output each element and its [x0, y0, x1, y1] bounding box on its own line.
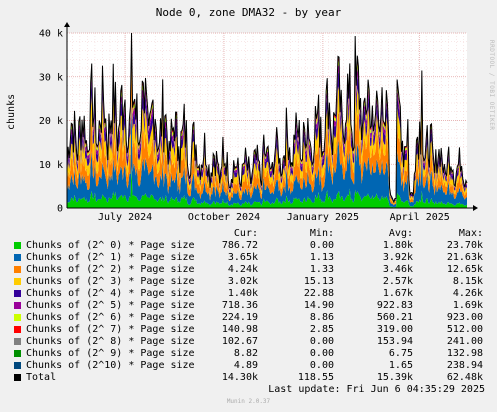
legend-value-avg: 2.57k: [382, 276, 413, 287]
area-series-2: [67, 33, 467, 206]
legend-swatch: [14, 338, 21, 345]
legend-value-avg: 153.94: [376, 336, 413, 347]
legend-value-max: 12.65k: [446, 264, 483, 275]
legend-swatch: [14, 254, 21, 261]
legend-label: Chunks of (2^ 2) * Page size: [26, 264, 195, 275]
legend-value-max: 1.69k: [452, 300, 483, 311]
legend-value-avg: 6.75: [388, 348, 413, 359]
legend-header-cur: Cur:: [233, 228, 258, 239]
legend-swatch: [14, 266, 21, 273]
legend-value-min: 15.13: [303, 276, 334, 287]
x-tick-label: April 2025: [390, 212, 450, 223]
y-tick-label: 40 k: [39, 29, 63, 40]
legend-value-cur: 224.19: [221, 312, 258, 323]
legend-value-avg: 1.67k: [382, 288, 413, 299]
legend-header-max: Max:: [458, 228, 483, 239]
x-tick-label: July 2024: [98, 212, 152, 223]
legend-value-min: 2.85: [309, 324, 334, 335]
legend-label: Total: [26, 372, 57, 383]
legend-value-max: 923.00: [446, 312, 483, 323]
area-series-4: [67, 33, 467, 204]
legend-value-avg: 1.80k: [382, 240, 413, 251]
legend-header-avg: Avg:: [388, 228, 413, 239]
legend-label: Chunks of (2^ 1) * Page size: [26, 252, 195, 263]
legend-value-cur: 786.72: [221, 240, 258, 251]
total-line: [66, 32, 468, 204]
legend-value-min: 1.13: [309, 252, 334, 263]
legend-swatch: [14, 290, 21, 297]
legend-swatch: [14, 326, 21, 333]
legend-value-max: 62.48k: [446, 372, 483, 383]
legend-value-min: 22.88: [303, 288, 334, 299]
legend-value-min: 0.00: [309, 360, 334, 371]
legend-label: Chunks of (2^ 7) * Page size: [26, 324, 195, 335]
legend-value-cur: 4.89: [233, 360, 258, 371]
legend-swatch: [14, 302, 21, 309]
legend-value-min: 8.86: [309, 312, 334, 323]
legend-value-min: 0.00: [309, 336, 334, 347]
legend-value-avg: 319.00: [376, 324, 413, 335]
legend-value-cur: 3.02k: [227, 276, 258, 287]
legend-value-min: 0.00: [309, 348, 334, 359]
legend-value-avg: 922.83: [376, 300, 413, 311]
legend-value-cur: 102.67: [221, 336, 258, 347]
legend-label: Chunks of (2^ 9) * Page size: [26, 348, 195, 359]
legend-value-max: 21.63k: [446, 252, 483, 263]
legend-label: Chunks of (2^ 3) * Page size: [26, 276, 195, 287]
legend-label: Chunks of (2^ 5) * Page size: [26, 300, 195, 311]
legend-value-max: 23.70k: [446, 240, 483, 251]
legend-value-cur: 14.30k: [221, 372, 258, 383]
legend-swatch: [14, 362, 21, 369]
x-tick-label: October 2024: [188, 212, 260, 223]
graph-title: Node 0, zone DMA32 - by year: [155, 6, 342, 19]
legend-label: Chunks of (2^ 0) * Page size: [26, 240, 195, 251]
y-tick-label: 0: [57, 204, 63, 215]
legend-value-avg: 560.21: [376, 312, 413, 323]
legend-label: Chunks of (2^10) * Page size: [26, 360, 195, 371]
area-series-1: [67, 93, 467, 208]
legend-label: Chunks of (2^ 4) * Page size: [26, 288, 195, 299]
generator-credit: Munin 2.0.37: [226, 398, 271, 405]
legend-header-min: Min:: [309, 228, 334, 239]
legend-swatch: [14, 314, 21, 321]
legend-value-cur: 4.24k: [227, 264, 258, 275]
legend-value-max: 512.00: [446, 324, 483, 335]
rrdtool-credit: RRDTOOL / TOBI OETIKER: [488, 40, 495, 131]
legend-value-max: 8.15k: [452, 276, 483, 287]
legend-value-cur: 8.82: [233, 348, 258, 359]
legend-value-max: 241.00: [446, 336, 483, 347]
y-tick-label: 30 k: [39, 72, 63, 83]
area-series-0: [67, 166, 467, 208]
legend-swatch: [14, 242, 21, 249]
legend-value-max: 4.26k: [452, 288, 483, 299]
legend-value-max: 238.94: [446, 360, 483, 371]
legend-value-min: 1.33: [309, 264, 334, 275]
legend-label: Chunks of (2^ 8) * Page size: [26, 336, 195, 347]
legend-value-cur: 3.65k: [227, 252, 258, 263]
x-tick-label: January 2025: [287, 212, 359, 223]
legend-value-min: 0.00: [309, 240, 334, 251]
legend-swatch: [14, 278, 21, 285]
legend-value-cur: 140.98: [221, 324, 258, 335]
legend-value-min: 118.55: [297, 372, 334, 383]
legend-value-avg: 1.65: [388, 360, 413, 371]
y-axis-arrow: [64, 22, 70, 27]
legend-value-avg: 3.92k: [382, 252, 413, 263]
chart-plot: 0 10 k 20 k 30 k 40 k July 2024 October 2024 Ja…: [39, 22, 478, 223]
legend-swatch: [14, 374, 21, 381]
area-series-3: [67, 33, 467, 205]
legend-value-cur: 1.40k: [227, 288, 258, 299]
y-tick-label: 10 k: [39, 160, 63, 171]
y-tick-label: 20 k: [39, 116, 63, 127]
legend-value-avg: 15.39k: [376, 372, 413, 383]
legend-value-max: 132.98: [446, 348, 483, 359]
last-update: Last update: Fri Jun 6 04:35:29 2025: [268, 384, 485, 395]
legend-label: Chunks of (2^ 6) * Page size: [26, 312, 195, 323]
legend-swatch: [14, 350, 21, 357]
legend-value-avg: 3.46k: [382, 264, 413, 275]
x-axis-arrow: [473, 205, 478, 211]
legend-value-min: 14.90: [303, 300, 334, 311]
legend-value-cur: 718.36: [221, 300, 258, 311]
